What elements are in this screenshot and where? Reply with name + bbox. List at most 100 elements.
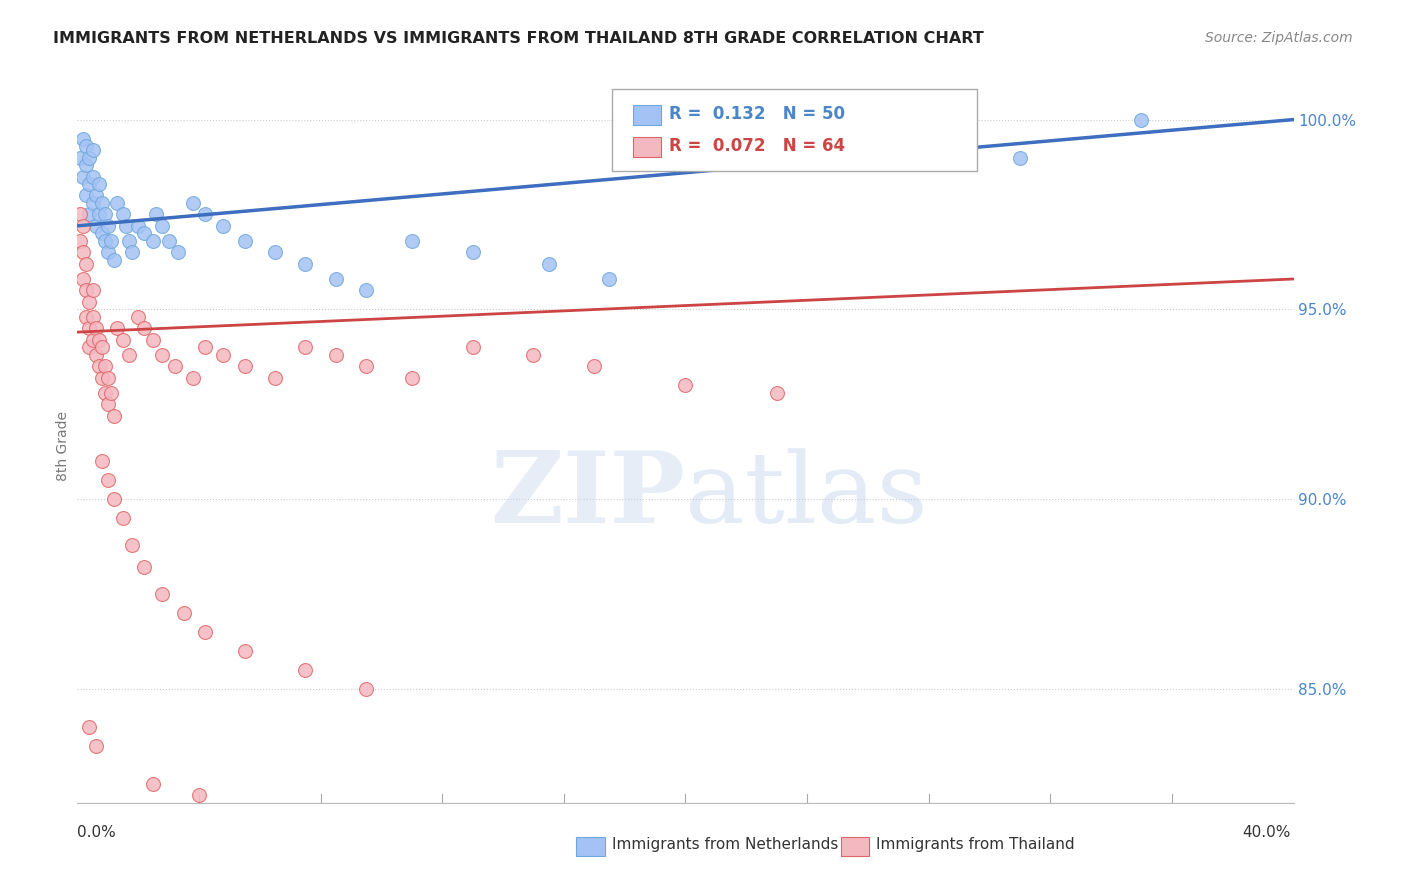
Point bbox=[134, 227, 156, 241]
Point bbox=[87, 177, 110, 191]
Point bbox=[152, 587, 174, 601]
Point bbox=[157, 234, 180, 248]
Point bbox=[1008, 151, 1031, 165]
Point bbox=[75, 284, 97, 298]
Text: Source: ZipAtlas.com: Source: ZipAtlas.com bbox=[1205, 31, 1353, 45]
Point bbox=[401, 370, 423, 384]
Point bbox=[111, 333, 134, 347]
Point bbox=[105, 321, 128, 335]
Point bbox=[90, 454, 112, 468]
Point bbox=[72, 131, 94, 145]
Point bbox=[325, 272, 347, 286]
Point bbox=[173, 606, 195, 620]
Point bbox=[115, 219, 138, 233]
Point bbox=[522, 348, 544, 362]
Point bbox=[100, 385, 122, 400]
Point bbox=[294, 663, 316, 677]
Point bbox=[79, 151, 101, 165]
Y-axis label: 8th Grade: 8th Grade bbox=[56, 411, 70, 481]
Point bbox=[233, 644, 256, 658]
Point bbox=[82, 143, 104, 157]
Point bbox=[1130, 112, 1153, 127]
Point bbox=[93, 385, 115, 400]
Point bbox=[72, 169, 94, 184]
Point bbox=[264, 370, 287, 384]
Point bbox=[69, 207, 91, 221]
Point bbox=[163, 359, 186, 374]
Point bbox=[93, 207, 115, 221]
Point bbox=[84, 188, 107, 202]
Point bbox=[79, 340, 101, 354]
Point bbox=[134, 560, 156, 574]
Point bbox=[233, 359, 256, 374]
Point bbox=[111, 207, 134, 221]
Text: 40.0%: 40.0% bbox=[1243, 825, 1291, 839]
Point bbox=[127, 219, 149, 233]
Point bbox=[79, 207, 101, 221]
Point bbox=[212, 219, 235, 233]
Point bbox=[79, 321, 101, 335]
Point bbox=[461, 245, 484, 260]
Point bbox=[90, 370, 112, 384]
Point bbox=[87, 333, 110, 347]
Point bbox=[181, 370, 204, 384]
Point bbox=[103, 409, 125, 423]
Point bbox=[354, 359, 377, 374]
Point bbox=[97, 245, 120, 260]
Point bbox=[111, 511, 134, 525]
Point bbox=[188, 788, 211, 802]
Point bbox=[118, 348, 141, 362]
Point bbox=[765, 385, 787, 400]
Point bbox=[72, 272, 94, 286]
Point bbox=[401, 234, 423, 248]
Point bbox=[84, 219, 107, 233]
Point bbox=[97, 219, 120, 233]
Point bbox=[90, 196, 112, 211]
Point bbox=[90, 340, 112, 354]
Point bbox=[97, 397, 120, 411]
Point bbox=[84, 348, 107, 362]
Point bbox=[75, 139, 97, 153]
Text: R =  0.132   N = 50: R = 0.132 N = 50 bbox=[669, 105, 845, 123]
Point bbox=[75, 158, 97, 172]
Point bbox=[82, 196, 104, 211]
Point bbox=[72, 219, 94, 233]
Point bbox=[90, 227, 112, 241]
Point bbox=[72, 245, 94, 260]
Point bbox=[97, 370, 120, 384]
Point bbox=[142, 777, 165, 791]
Text: R =  0.072   N = 64: R = 0.072 N = 64 bbox=[669, 137, 845, 155]
Point bbox=[82, 310, 104, 324]
Text: Immigrants from Netherlands: Immigrants from Netherlands bbox=[612, 838, 838, 852]
Point bbox=[93, 234, 115, 248]
Point bbox=[121, 245, 143, 260]
Point bbox=[194, 207, 217, 221]
Point bbox=[598, 272, 620, 286]
Point bbox=[181, 196, 204, 211]
Point bbox=[118, 234, 141, 248]
Point bbox=[354, 284, 377, 298]
Point bbox=[69, 151, 91, 165]
Point bbox=[79, 177, 101, 191]
Point bbox=[537, 257, 560, 271]
Point bbox=[87, 359, 110, 374]
Point bbox=[145, 207, 167, 221]
Point bbox=[105, 196, 128, 211]
Point bbox=[264, 245, 287, 260]
Point bbox=[79, 720, 101, 734]
Point bbox=[69, 234, 91, 248]
Point bbox=[325, 348, 347, 362]
Point bbox=[82, 333, 104, 347]
Point bbox=[134, 321, 156, 335]
Point bbox=[103, 252, 125, 267]
Point bbox=[84, 739, 107, 753]
Point bbox=[142, 234, 165, 248]
Point bbox=[75, 257, 97, 271]
Point bbox=[82, 169, 104, 184]
Point bbox=[87, 207, 110, 221]
Point bbox=[75, 310, 97, 324]
Point bbox=[84, 321, 107, 335]
Point bbox=[294, 340, 316, 354]
Point bbox=[152, 348, 174, 362]
Text: ZIP: ZIP bbox=[491, 448, 686, 544]
